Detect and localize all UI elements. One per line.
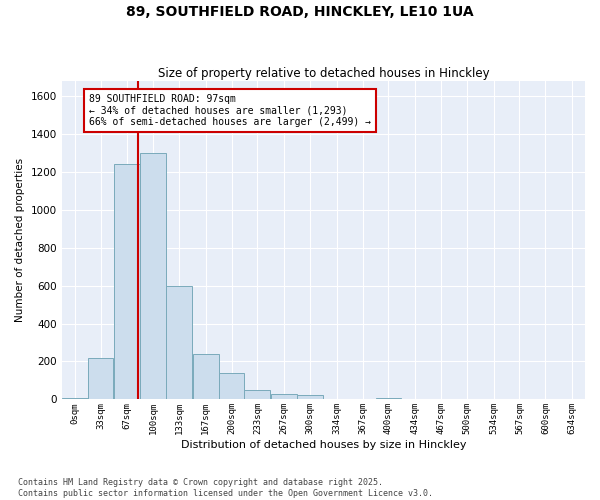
Bar — [88, 358, 113, 400]
Bar — [376, 398, 401, 400]
Bar — [62, 398, 88, 400]
X-axis label: Distribution of detached houses by size in Hinckley: Distribution of detached houses by size … — [181, 440, 466, 450]
Text: 89 SOUTHFIELD ROAD: 97sqm
← 34% of detached houses are smaller (1,293)
66% of se: 89 SOUTHFIELD ROAD: 97sqm ← 34% of detac… — [89, 94, 371, 127]
Bar — [297, 394, 323, 400]
Bar — [271, 394, 297, 400]
Text: 89, SOUTHFIELD ROAD, HINCKLEY, LE10 1UA: 89, SOUTHFIELD ROAD, HINCKLEY, LE10 1UA — [126, 5, 474, 19]
Title: Size of property relative to detached houses in Hinckley: Size of property relative to detached ho… — [158, 66, 489, 80]
Text: Contains HM Land Registry data © Crown copyright and database right 2025.
Contai: Contains HM Land Registry data © Crown c… — [18, 478, 433, 498]
Bar — [193, 354, 218, 400]
Bar — [140, 153, 166, 400]
Bar — [244, 390, 271, 400]
Bar — [218, 373, 244, 400]
Bar — [166, 286, 192, 400]
Y-axis label: Number of detached properties: Number of detached properties — [15, 158, 25, 322]
Bar — [114, 164, 140, 400]
